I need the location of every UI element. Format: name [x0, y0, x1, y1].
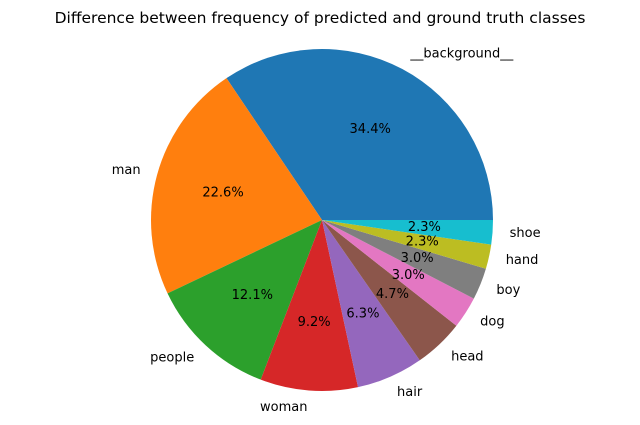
pie-percent-label-dog: 3.0% [392, 268, 425, 283]
pie-category-labels: __background__man people woman hair head dog b… [112, 46, 541, 415]
pie-slice-background [226, 48, 493, 221]
pie-slices [151, 48, 493, 391]
pie-category-label-hand: hand [506, 253, 539, 268]
pie-slice-boy [322, 220, 486, 299]
pie-category-label-head: head [451, 349, 483, 364]
pie-category-label-woman: woman [260, 400, 307, 415]
pie-percent-label-shoe: 2.3% [408, 220, 441, 235]
pie-slice-people [167, 220, 322, 380]
pie-category-label-people: people [150, 351, 194, 366]
pie-slice-head [322, 220, 457, 361]
pie-percent-label-man: 22.6% [202, 185, 243, 200]
pie-category-label-man: man [112, 163, 141, 178]
pie-slice-woman [260, 220, 359, 391]
pie-percent-label-hand: 2.3% [406, 235, 439, 250]
pie-slice-man [151, 78, 322, 294]
pie-category-label-boy: boy [496, 283, 520, 298]
pie-category-label-dog: dog [480, 314, 504, 329]
pie-slice-dog [322, 220, 474, 326]
pie-category-label-shoe: shoe [510, 226, 541, 241]
pie-slice-shoe [322, 220, 493, 245]
pie-percent-label-boy: 3.0% [401, 251, 434, 266]
pie-category-label-background: __background__ [409, 46, 513, 61]
pie-percent-label-hair: 6.3% [346, 307, 379, 322]
pie-percent-label-people: 12.1% [232, 288, 273, 303]
chart-title: Difference between frequency of predicte… [55, 9, 586, 27]
pie-slice-hand [322, 220, 492, 269]
pie-percent-label-background: 34.4% [350, 122, 391, 137]
pie-percent-labels: 34.4%22.6%12.1%9.2%6.3%4.7%3.0%3.0%2.3%2… [202, 122, 440, 330]
pie-category-label-hair: hair [397, 385, 423, 400]
pie-percent-label-woman: 9.2% [298, 315, 331, 330]
pie-percent-label-head: 4.7% [376, 287, 409, 302]
pie-slice-hair [322, 220, 420, 388]
